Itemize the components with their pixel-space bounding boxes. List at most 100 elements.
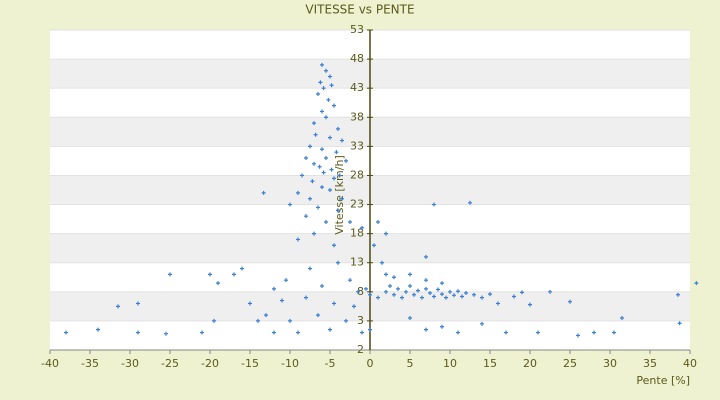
point bbox=[332, 176, 336, 181]
point bbox=[312, 231, 316, 236]
point bbox=[336, 126, 340, 131]
x-tick-label: 5 bbox=[407, 357, 414, 370]
x-tick-label: -10 bbox=[281, 357, 299, 370]
point bbox=[364, 286, 368, 291]
point bbox=[316, 92, 320, 96]
point bbox=[264, 313, 268, 318]
x-tick-label: -15 bbox=[241, 357, 259, 370]
y-tick-label: 38 bbox=[350, 110, 364, 123]
x-tick-label: 40 bbox=[683, 357, 697, 370]
point bbox=[261, 190, 266, 195]
point bbox=[480, 295, 484, 300]
point bbox=[316, 205, 320, 210]
point bbox=[592, 330, 596, 335]
point bbox=[328, 188, 332, 192]
point bbox=[332, 301, 336, 306]
point bbox=[296, 237, 300, 242]
point bbox=[329, 83, 334, 88]
point bbox=[676, 292, 680, 297]
point bbox=[480, 321, 484, 326]
point bbox=[164, 331, 168, 336]
point bbox=[348, 278, 352, 283]
x-tick-label: -35 bbox=[81, 357, 99, 370]
point bbox=[96, 327, 100, 332]
y-tick-label: 8 bbox=[357, 285, 364, 298]
point bbox=[460, 294, 464, 299]
y-tick-label: 3 bbox=[357, 314, 364, 327]
point bbox=[620, 316, 624, 320]
point bbox=[288, 318, 292, 323]
point bbox=[464, 290, 468, 295]
point bbox=[548, 289, 552, 294]
point bbox=[212, 318, 216, 323]
point bbox=[329, 167, 334, 172]
x-tick-label: -20 bbox=[201, 357, 219, 370]
point bbox=[328, 135, 332, 140]
point bbox=[321, 86, 326, 91]
point bbox=[368, 292, 372, 297]
y-tick-label: 48 bbox=[350, 52, 364, 65]
point bbox=[568, 299, 572, 304]
y-tick-label: 43 bbox=[350, 81, 364, 94]
point bbox=[408, 272, 412, 277]
point bbox=[504, 330, 508, 335]
point bbox=[352, 304, 356, 309]
point bbox=[456, 330, 460, 335]
point bbox=[468, 200, 472, 205]
point bbox=[272, 286, 276, 291]
point bbox=[424, 286, 428, 291]
point bbox=[328, 327, 332, 332]
x-tick-label: 15 bbox=[483, 357, 497, 370]
x-tick-label: -5 bbox=[325, 357, 336, 370]
y-tick-label: 53 bbox=[350, 23, 364, 36]
y-tick-label: 33 bbox=[350, 139, 364, 152]
point bbox=[324, 156, 328, 160]
point bbox=[216, 281, 220, 286]
point bbox=[296, 330, 300, 335]
point bbox=[304, 295, 308, 300]
point bbox=[432, 294, 436, 299]
point bbox=[440, 324, 444, 329]
point bbox=[116, 304, 120, 309]
point bbox=[456, 289, 460, 294]
point bbox=[312, 161, 316, 166]
y-tick-label: 23 bbox=[350, 198, 364, 211]
point bbox=[312, 121, 316, 126]
point bbox=[280, 298, 284, 303]
point bbox=[408, 284, 412, 288]
point bbox=[288, 202, 292, 207]
point bbox=[168, 272, 172, 277]
point bbox=[432, 202, 436, 207]
point bbox=[256, 318, 260, 323]
point bbox=[296, 190, 300, 195]
point bbox=[388, 284, 392, 288]
point bbox=[348, 220, 352, 224]
point bbox=[344, 158, 348, 163]
point bbox=[448, 289, 452, 294]
point bbox=[317, 164, 322, 169]
point bbox=[384, 272, 388, 277]
point bbox=[412, 292, 416, 297]
point bbox=[313, 132, 318, 137]
point bbox=[318, 80, 323, 85]
point bbox=[400, 295, 404, 300]
point bbox=[304, 156, 308, 160]
point bbox=[472, 292, 476, 297]
point bbox=[440, 281, 444, 286]
point bbox=[408, 316, 412, 320]
point bbox=[328, 74, 332, 79]
point bbox=[376, 295, 380, 300]
point bbox=[420, 295, 424, 300]
point bbox=[337, 173, 342, 178]
y-tick-label: 28 bbox=[350, 168, 364, 181]
x-tick-label: 20 bbox=[523, 357, 537, 370]
point bbox=[384, 231, 388, 236]
point bbox=[416, 288, 420, 293]
y-tick-label: 18 bbox=[350, 227, 364, 240]
point bbox=[528, 302, 532, 307]
point bbox=[64, 330, 68, 335]
point bbox=[326, 97, 331, 102]
point bbox=[404, 289, 408, 294]
x-tick-label: -40 bbox=[41, 357, 59, 370]
x-tick-label: -25 bbox=[161, 357, 179, 370]
